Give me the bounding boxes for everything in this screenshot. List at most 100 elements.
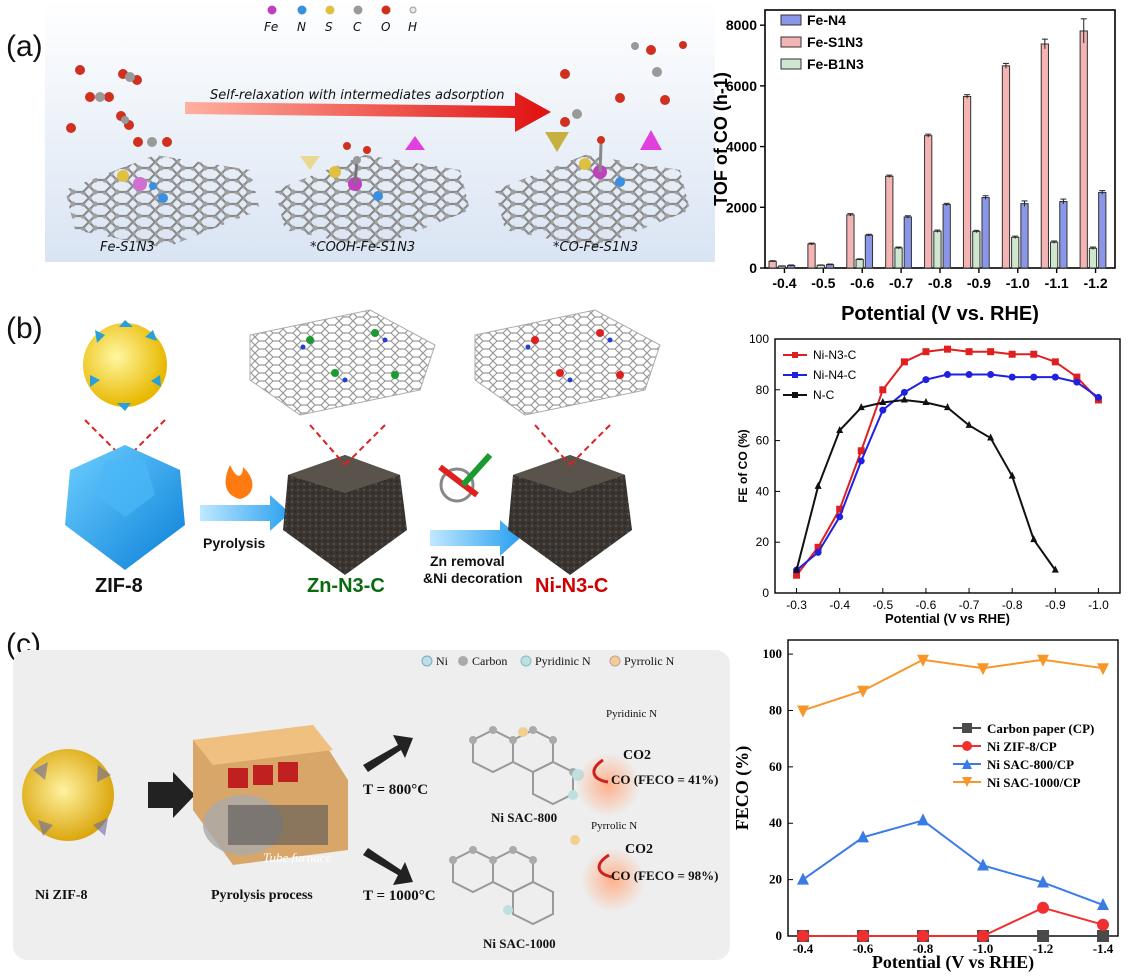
structure-label-1: Fe-S1N3 bbox=[100, 240, 155, 255]
legend-label: Ni ZIF-8/CP bbox=[987, 739, 1057, 754]
bar bbox=[924, 135, 933, 269]
data-point bbox=[922, 376, 930, 384]
legend-label: Ni SAC-1000/CP bbox=[987, 775, 1081, 790]
x-tick-label: -1.2 bbox=[1083, 275, 1107, 291]
legend-pyridinic: Pyridinic N bbox=[535, 654, 591, 668]
x-tick-label: -0.4 bbox=[829, 598, 850, 612]
x-tick-label: -0.3 bbox=[786, 598, 807, 612]
bar bbox=[1049, 241, 1059, 269]
data-point bbox=[1008, 373, 1016, 381]
arrow-text: Self-relaxation with intermediates adsor… bbox=[210, 88, 505, 103]
bar bbox=[894, 247, 903, 269]
series-line bbox=[802, 819, 1104, 906]
data-point bbox=[814, 481, 822, 489]
panel-label-a: (a) bbox=[6, 30, 43, 63]
legend-fe: Fe bbox=[264, 20, 279, 34]
data-point bbox=[965, 371, 973, 379]
data-point bbox=[857, 830, 869, 843]
x-tick-label: -0.4 bbox=[793, 941, 814, 956]
series-line bbox=[795, 398, 1057, 571]
y-tick-label: 6000 bbox=[726, 78, 757, 94]
label-co-bottom: CO (FECO = 98%) bbox=[611, 868, 719, 883]
y-tick-label: 60 bbox=[756, 434, 770, 448]
bar bbox=[864, 234, 874, 269]
series-line bbox=[803, 906, 1104, 937]
legend-s: S bbox=[325, 20, 333, 34]
x-axis-label: Potential (V vs RHE) bbox=[885, 611, 1010, 626]
bar bbox=[1079, 30, 1088, 269]
label-sac1000: Ni SAC-1000 bbox=[483, 936, 556, 951]
chart-b-fe-line: 0 20 40 60 80 100 -0.3 -0.4 -0.5 -0.6 -0.7 -0.8 -0.9… bbox=[736, 332, 1121, 626]
data-point bbox=[1037, 654, 1049, 667]
label-zn-removal: Zn removal bbox=[430, 553, 505, 569]
legend-label: Ni SAC-800/CP bbox=[987, 757, 1074, 772]
data-point bbox=[879, 406, 887, 414]
data-point bbox=[1097, 897, 1109, 910]
y-tick-label: 8000 bbox=[726, 17, 757, 33]
label-ni-n3c: Ni-N3-C bbox=[535, 575, 609, 597]
data-point bbox=[1097, 663, 1109, 676]
bar bbox=[972, 231, 981, 269]
data-point bbox=[836, 505, 844, 513]
legend-label: N-C bbox=[813, 388, 835, 402]
data-point bbox=[900, 388, 908, 396]
label-pyridinic-n: Pyridinic N bbox=[606, 708, 658, 720]
x-tick-label: -0.8 bbox=[1002, 598, 1023, 612]
data-point bbox=[1073, 378, 1081, 386]
x-tick-label: -0.5 bbox=[811, 275, 835, 291]
x-tick-label: -0.8 bbox=[913, 941, 934, 956]
y-tick-label: 100 bbox=[749, 332, 769, 346]
y-tick-label: 20 bbox=[769, 872, 782, 887]
x-tick-label: -0.6 bbox=[916, 598, 937, 612]
data-point bbox=[917, 654, 929, 667]
legend-swatch bbox=[780, 14, 802, 26]
panel-c-illustration bbox=[13, 650, 730, 960]
y-tick-label: 0 bbox=[749, 260, 757, 276]
bar bbox=[846, 214, 855, 269]
data-point bbox=[977, 858, 989, 871]
x-tick-label: -0.9 bbox=[1045, 598, 1066, 612]
chart-c-fe-line: 0 20 40 60 80 100 -0.4 -0.6 -0.8 -1.0 -1.2 -1.4 FECO… bbox=[732, 639, 1119, 973]
label-t800: T = 800°C bbox=[363, 782, 429, 798]
data-point bbox=[944, 371, 951, 379]
label-t1000: T = 1000°C bbox=[363, 888, 436, 904]
label-pyrolysis: Pyrolysis bbox=[203, 535, 266, 551]
y-axis-label: TOF of CO (h-1) bbox=[711, 72, 731, 206]
bar bbox=[1011, 236, 1020, 269]
data-point bbox=[987, 433, 995, 441]
label-zn-n3c: Zn-N3-C bbox=[307, 575, 385, 597]
y-tick-label: 80 bbox=[756, 383, 770, 397]
legend-marker bbox=[962, 741, 972, 751]
legend-label: Fe-S1N3 bbox=[807, 34, 863, 50]
x-tick-label: -0.7 bbox=[959, 598, 980, 612]
chart-a-tof-bar: 0 2000 4000 6000 8000 -0.4 -0.5 -0.6 -0.7 -0.8 -0.… bbox=[711, 9, 1116, 325]
bar bbox=[962, 96, 972, 269]
series-line bbox=[795, 348, 1100, 576]
data-point bbox=[836, 513, 844, 521]
data-point bbox=[797, 872, 809, 885]
label-tube-furnace: Tube furnace bbox=[263, 850, 332, 865]
series-line bbox=[802, 658, 1104, 712]
label-co2-bottom: CO2 bbox=[625, 842, 653, 857]
data-point bbox=[900, 395, 908, 403]
data-point bbox=[857, 447, 865, 455]
data-point bbox=[814, 543, 822, 551]
bar bbox=[855, 259, 864, 269]
label-ni-decoration: &Ni decoration bbox=[423, 570, 523, 586]
data-point bbox=[1097, 930, 1109, 942]
bar bbox=[1088, 247, 1098, 269]
label-co-top: CO (FECO = 41%) bbox=[611, 772, 719, 787]
bar bbox=[942, 204, 951, 269]
legend-n: N bbox=[297, 20, 306, 34]
legend-marker bbox=[962, 777, 972, 787]
x-tick-label: -1.0 bbox=[973, 941, 994, 956]
legend-label: Fe-B1N3 bbox=[807, 56, 864, 72]
label-pyrrolic-n: Pyrrolic N bbox=[591, 820, 638, 832]
data-point bbox=[1008, 350, 1016, 358]
bar bbox=[768, 260, 777, 269]
legend-h: H bbox=[408, 20, 418, 34]
bar bbox=[816, 264, 825, 269]
x-tick-label: -0.6 bbox=[850, 275, 874, 291]
data-point bbox=[1051, 565, 1059, 573]
panel-b-schematic: ZIF-8 Pyrolysis Zn-N3-C Zn removal &Ni d… bbox=[45, 285, 715, 615]
